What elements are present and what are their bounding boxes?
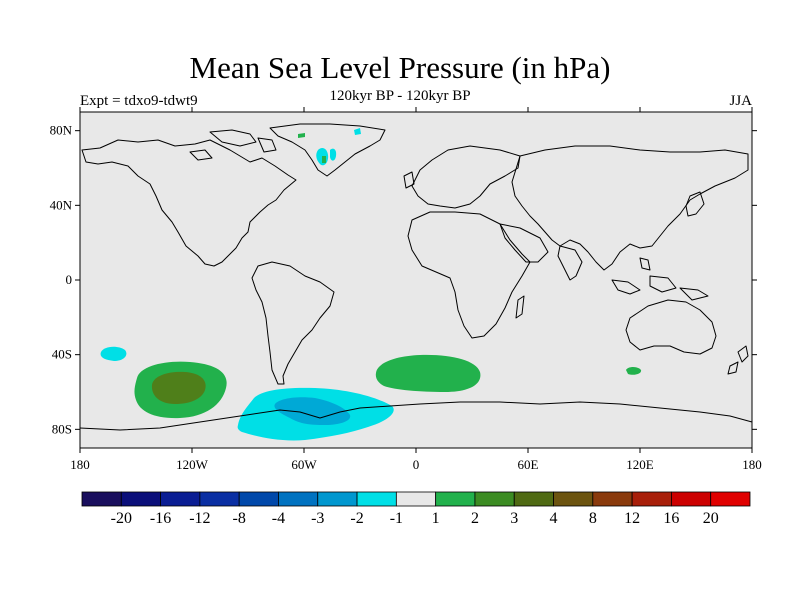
- lat-tick-label: 0: [66, 272, 73, 287]
- lat-tick-label: 80N: [50, 123, 73, 138]
- colorbar-label: -1: [390, 510, 403, 527]
- coastline-arctic-islands: [189, 129, 277, 161]
- season-label: JJA: [729, 93, 752, 109]
- colorbar-label: -4: [272, 510, 285, 527]
- lon-tick-label: 60E: [518, 457, 539, 472]
- coastline-greenland: [269, 123, 386, 177]
- colorbar-swatch: [356, 491, 397, 507]
- colorbar-swatch: [317, 491, 358, 507]
- colorbar-swatch: [120, 491, 161, 507]
- colorbar-label: 20: [703, 510, 719, 527]
- greenland-far-negative: [354, 128, 361, 135]
- colorbar-label: -3: [311, 510, 324, 527]
- coastline-asia: [511, 145, 749, 271]
- colorbar-label: 4: [550, 510, 558, 527]
- coastline-antarctica: [79, 401, 753, 431]
- coastline-uk: [403, 171, 415, 189]
- coastline-indonesia: [611, 257, 709, 301]
- colorbar-label: 3: [510, 510, 518, 527]
- colorbar-swatch: [278, 491, 319, 507]
- colorbar-label: 12: [624, 510, 640, 527]
- lon-tick-label: 120W: [176, 457, 209, 472]
- south-atlantic-positive-region: [375, 354, 481, 392]
- greenland-positive-bits: [298, 133, 326, 163]
- coastlines: [79, 123, 753, 431]
- lon-tick-label: 120E: [626, 457, 654, 472]
- experiment-label: Expt = tdxo9-tdwt9: [80, 93, 198, 109]
- colorbar-swatch: [710, 491, 751, 507]
- coastline-madagascar: [515, 295, 525, 319]
- colorbar-swatch: [81, 491, 122, 507]
- coastline-south-america: [251, 261, 335, 385]
- colorbar-label: -2: [350, 510, 363, 527]
- lon-tick-label: 180: [742, 457, 762, 472]
- colorbar-swatch: [553, 491, 594, 507]
- colorbar-label: -20: [111, 510, 132, 527]
- colorbar-swatch: [238, 491, 279, 507]
- coastline-india: [557, 245, 583, 281]
- colorbar-swatch: [435, 491, 476, 507]
- coastline-europe: [411, 145, 521, 209]
- coastline-new-zealand: [727, 345, 749, 375]
- coastline-arabia: [499, 223, 549, 263]
- colorbar-swatch: [395, 491, 437, 507]
- chart-subtitle: 120kyr BP - 120kyr BP: [329, 88, 471, 104]
- lon-tick-label: 60W: [291, 457, 317, 472]
- lat-tick-label: 80S: [52, 421, 72, 436]
- colorbar-label: -16: [150, 510, 171, 527]
- coastline-japan: [685, 191, 705, 217]
- colorbar-label: 2: [471, 510, 479, 527]
- anomaly-fills: [100, 128, 642, 441]
- drake-passage-core-region: [274, 397, 351, 425]
- pacific-small-negative-region: [100, 346, 127, 361]
- colorbar-swatch: [160, 491, 201, 507]
- latitude-ticks: 80N 40N 0 40S 80S: [50, 123, 757, 436]
- coastline-australia: [625, 299, 717, 355]
- colorbar-label: 16: [663, 510, 679, 527]
- south-pacific-core-region: [151, 371, 206, 404]
- colorbar-label: -8: [233, 510, 246, 527]
- chart-title: Mean Sea Level Pressure (in hPa): [189, 50, 611, 85]
- indian-small-positive-region: [626, 367, 642, 375]
- colorbar-label: 1: [432, 510, 440, 527]
- colorbar-label: -12: [189, 510, 210, 527]
- colorbar-swatch: [513, 491, 554, 507]
- colorbar-swatch: [592, 491, 633, 507]
- colorbar-label: 8: [589, 510, 597, 527]
- colorbar: -20 -16 -12 -8 -4 -3 -2 -1 1 2 3 4 8 12 16 20: [81, 491, 751, 527]
- colorbar-swatch: [474, 491, 515, 507]
- colorbar-swatch: [631, 491, 672, 507]
- colorbar-swatch: [199, 491, 240, 507]
- longitude-ticks: 180 120W 60W 0 60E 120E 180: [70, 107, 762, 472]
- lat-tick-label: 40S: [52, 347, 72, 362]
- lon-tick-label: 180: [70, 457, 90, 472]
- coastline-africa: [407, 211, 531, 339]
- coastline-north-america: [81, 139, 297, 267]
- lon-tick-label: 0: [413, 457, 420, 472]
- colorbar-swatch: [671, 491, 712, 507]
- greenland-small-negative-region: [330, 148, 337, 161]
- lat-tick-label: 40N: [50, 197, 73, 212]
